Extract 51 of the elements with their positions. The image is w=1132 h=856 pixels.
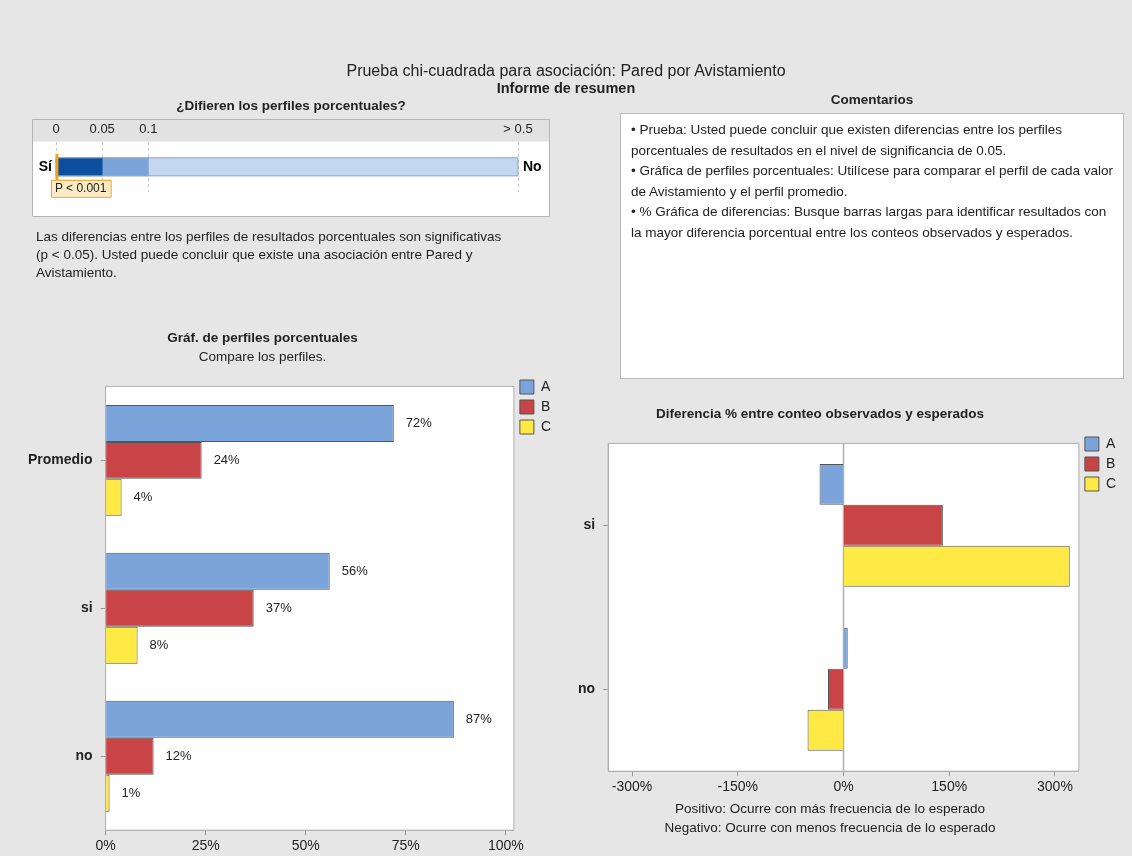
legend-label: A [540, 377, 551, 394]
text: Negativo: Ocurre con menos frecuencia de lo esperado [664, 820, 996, 835]
data-label: 1% [121, 784, 141, 800]
legend-label: C [540, 417, 552, 434]
text: • Gráfica de perfiles porcentuales: Utilícese para comparar el perfil de cada valor de Avistamiento y el perfil promedio. [631, 163, 1113, 199]
data-label: 87% [465, 710, 493, 726]
y-tick-label: no [75, 747, 93, 764]
text: Las diferencias entre los perfiles de resultados porcentuales son significativas (p < 0.05). Usted puede concluir que existe una asociación entre Pared y Avistamiento. [36, 229, 502, 280]
y-tick-label: si [80, 599, 93, 616]
ref-line-label: P < 0.001 [54, 181, 107, 196]
x-tick-label: 50% [291, 837, 320, 854]
legend-label: C [1105, 474, 1117, 491]
chart-title: ¿Difieren los perfiles porcentuales? [176, 98, 406, 113]
text: No [523, 157, 542, 174]
legend-label: A [1105, 434, 1116, 451]
text: Comentarios [830, 92, 914, 107]
data-label: 4% [133, 488, 153, 504]
x-tick-label: 0.1 [139, 121, 158, 137]
y-tick-label: Promedio [27, 451, 93, 468]
text: • Prueba: Usted puede concluir que existen diferencias entre los perfiles porcentuales de resultados en el nivel de significancia de 0.05. [631, 122, 1062, 158]
text: Positivo: Ocurre con más frecuencia de lo esperado [675, 801, 985, 816]
x-tick-label: 0% [833, 778, 854, 795]
x-tick-label: 25% [191, 837, 220, 854]
x-tick-label: 100% [487, 837, 524, 854]
legend-label: B [1105, 454, 1116, 471]
x-tick-label: -300% [611, 778, 653, 795]
chart-subtitle: Compare los perfiles. [198, 349, 327, 364]
x-tick-label: 0% [95, 837, 116, 854]
x-tick-label: 75% [391, 837, 420, 854]
data-label: 72% [405, 414, 433, 430]
data-label: 12% [165, 747, 193, 763]
legend-label: B [540, 397, 551, 414]
chart-title: Diferencia % entre conteo observados y esperados [656, 406, 984, 421]
text: • % Gráfica de diferencias: Busque barras largas para identificar resultados con la mayor diferencia porcentual entre los conteos observados y esperados. [631, 204, 1107, 240]
y-tick-label: no [577, 680, 596, 697]
chart-title: Gráf. de perfiles porcentuales [167, 330, 358, 345]
text: Prueba chi-cuadrada para asociación: Pared por Avistamiento [346, 62, 786, 79]
x-tick-label: 150% [931, 778, 968, 795]
x-tick-label: -150% [717, 778, 759, 795]
data-label: 56% [341, 562, 369, 578]
y-tick-label: si [583, 516, 596, 533]
x-tick-label: > 0.5 [503, 121, 533, 137]
x-tick-label: 0 [52, 121, 60, 137]
x-tick-label: 0.05 [89, 121, 115, 137]
text: Sí [38, 157, 54, 174]
x-tick-label: 300% [1037, 778, 1073, 795]
text: Informe de resumen [496, 80, 636, 96]
bar [148, 157, 518, 177]
data-label: 24% [213, 451, 241, 467]
data-label: 37% [265, 599, 293, 615]
data-label: 8% [149, 636, 169, 652]
